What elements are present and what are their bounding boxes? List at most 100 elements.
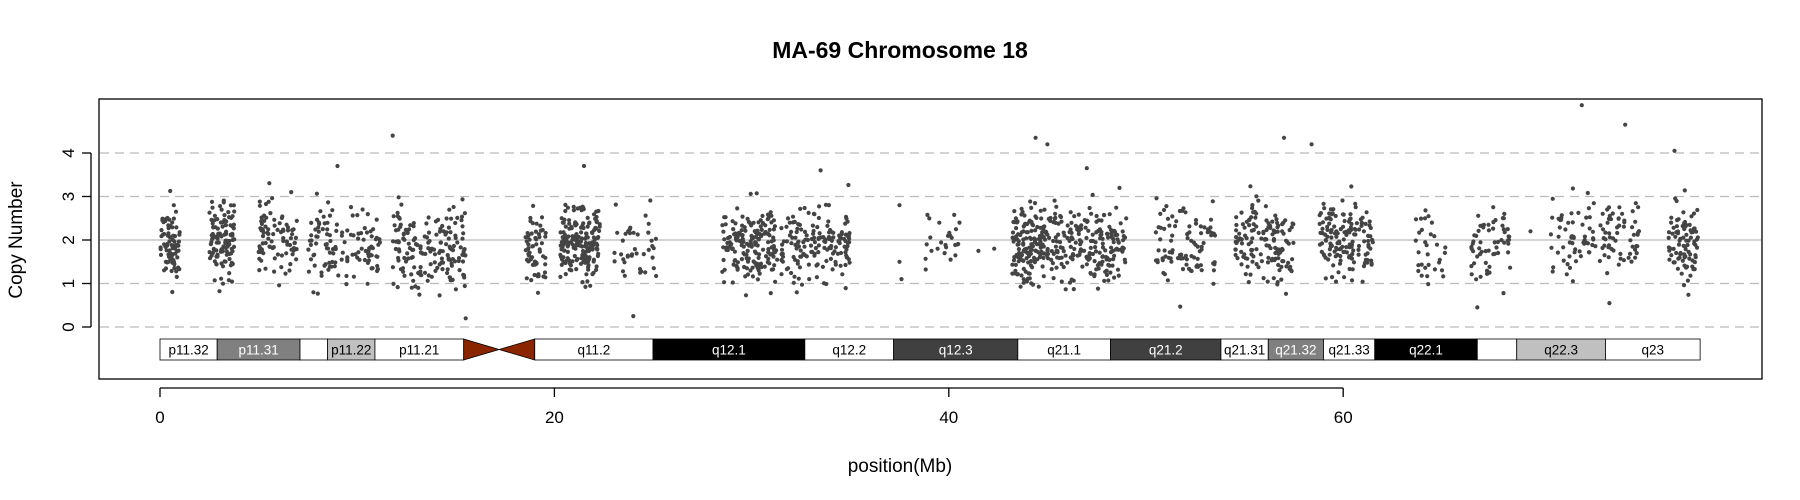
data-point <box>596 235 601 240</box>
data-point <box>1059 219 1064 224</box>
data-point <box>1317 213 1322 218</box>
data-point <box>229 279 235 284</box>
data-point <box>1053 235 1058 240</box>
data-point <box>578 261 584 266</box>
data-point <box>1483 260 1488 265</box>
data-point <box>1333 213 1338 219</box>
data-point <box>573 237 578 242</box>
data-point <box>326 200 331 205</box>
data-point <box>1687 256 1692 261</box>
data-point <box>1108 270 1113 275</box>
data-point-outlier <box>390 133 395 138</box>
data-point <box>765 260 770 265</box>
data-point <box>418 244 423 249</box>
data-point <box>1348 212 1353 217</box>
x-tick-label: 0 <box>155 408 164 427</box>
data-point <box>1180 267 1186 272</box>
data-point <box>364 230 370 235</box>
data-point <box>440 267 445 272</box>
data-point <box>455 240 460 245</box>
data-point <box>231 222 236 227</box>
data-point <box>765 217 770 222</box>
data-point <box>1476 213 1481 218</box>
data-point <box>794 290 799 295</box>
data-point <box>532 272 537 278</box>
data-point <box>263 266 268 271</box>
data-point <box>425 278 430 283</box>
data-point <box>1571 235 1576 240</box>
data-point <box>1047 235 1052 240</box>
data-point <box>163 259 168 264</box>
data-point <box>1262 237 1267 242</box>
data-point <box>222 218 227 223</box>
data-point <box>809 236 814 242</box>
data-point <box>171 258 176 263</box>
data-point-outlier <box>818 168 823 173</box>
data-point <box>1114 205 1119 210</box>
data-point <box>1063 253 1068 258</box>
data-point <box>798 248 803 253</box>
data-point <box>525 231 530 236</box>
data-point <box>275 227 280 232</box>
data-point <box>953 242 958 248</box>
data-point-outlier <box>992 246 997 251</box>
data-point <box>1550 269 1555 274</box>
data-point <box>1486 222 1491 227</box>
data-point <box>925 212 930 217</box>
data-point <box>162 268 167 273</box>
data-point <box>209 199 215 204</box>
data-point <box>795 226 800 231</box>
data-point <box>314 241 319 246</box>
data-point <box>159 228 164 233</box>
data-point <box>735 206 740 211</box>
data-point <box>1330 275 1335 280</box>
data-point <box>1054 265 1059 270</box>
data-point <box>1024 279 1029 284</box>
data-point <box>1100 241 1105 246</box>
data-point <box>1233 252 1238 258</box>
data-point <box>1173 224 1178 229</box>
data-point <box>406 241 411 246</box>
data-point <box>813 246 819 251</box>
data-point <box>1669 220 1674 225</box>
data-point <box>1167 250 1172 255</box>
data-point <box>789 229 794 234</box>
data-point <box>1349 184 1354 189</box>
data-point <box>1022 213 1027 218</box>
data-point <box>280 214 285 219</box>
data-point <box>390 265 395 270</box>
data-point <box>1635 244 1640 249</box>
data-point <box>1550 215 1555 220</box>
band-unlabeled <box>1476 338 1518 361</box>
data-point <box>847 231 852 236</box>
data-point <box>210 250 216 255</box>
data-point <box>651 246 656 251</box>
data-point <box>403 259 409 264</box>
data-point <box>528 219 533 224</box>
data-point <box>1418 216 1424 221</box>
data-point <box>1352 232 1357 237</box>
data-point <box>460 224 465 229</box>
data-point <box>228 223 233 228</box>
data-point <box>1590 229 1595 234</box>
data-point <box>362 226 367 231</box>
data-point <box>771 243 776 249</box>
data-point <box>1090 251 1095 257</box>
data-point <box>1621 258 1626 263</box>
data-point <box>1029 242 1034 247</box>
data-point <box>441 229 446 234</box>
data-point <box>1041 235 1046 240</box>
data-point <box>1084 262 1089 267</box>
data-point <box>744 266 750 271</box>
data-point <box>590 230 595 236</box>
data-point <box>1263 204 1268 209</box>
data-point <box>1183 253 1188 258</box>
data-point <box>1183 210 1188 215</box>
data-point <box>942 251 947 256</box>
data-point <box>583 284 588 289</box>
data-point <box>1616 262 1621 267</box>
data-point <box>1630 209 1635 214</box>
data-point <box>293 235 298 240</box>
data-point <box>1569 211 1574 216</box>
centromere-q-arm <box>497 338 536 361</box>
